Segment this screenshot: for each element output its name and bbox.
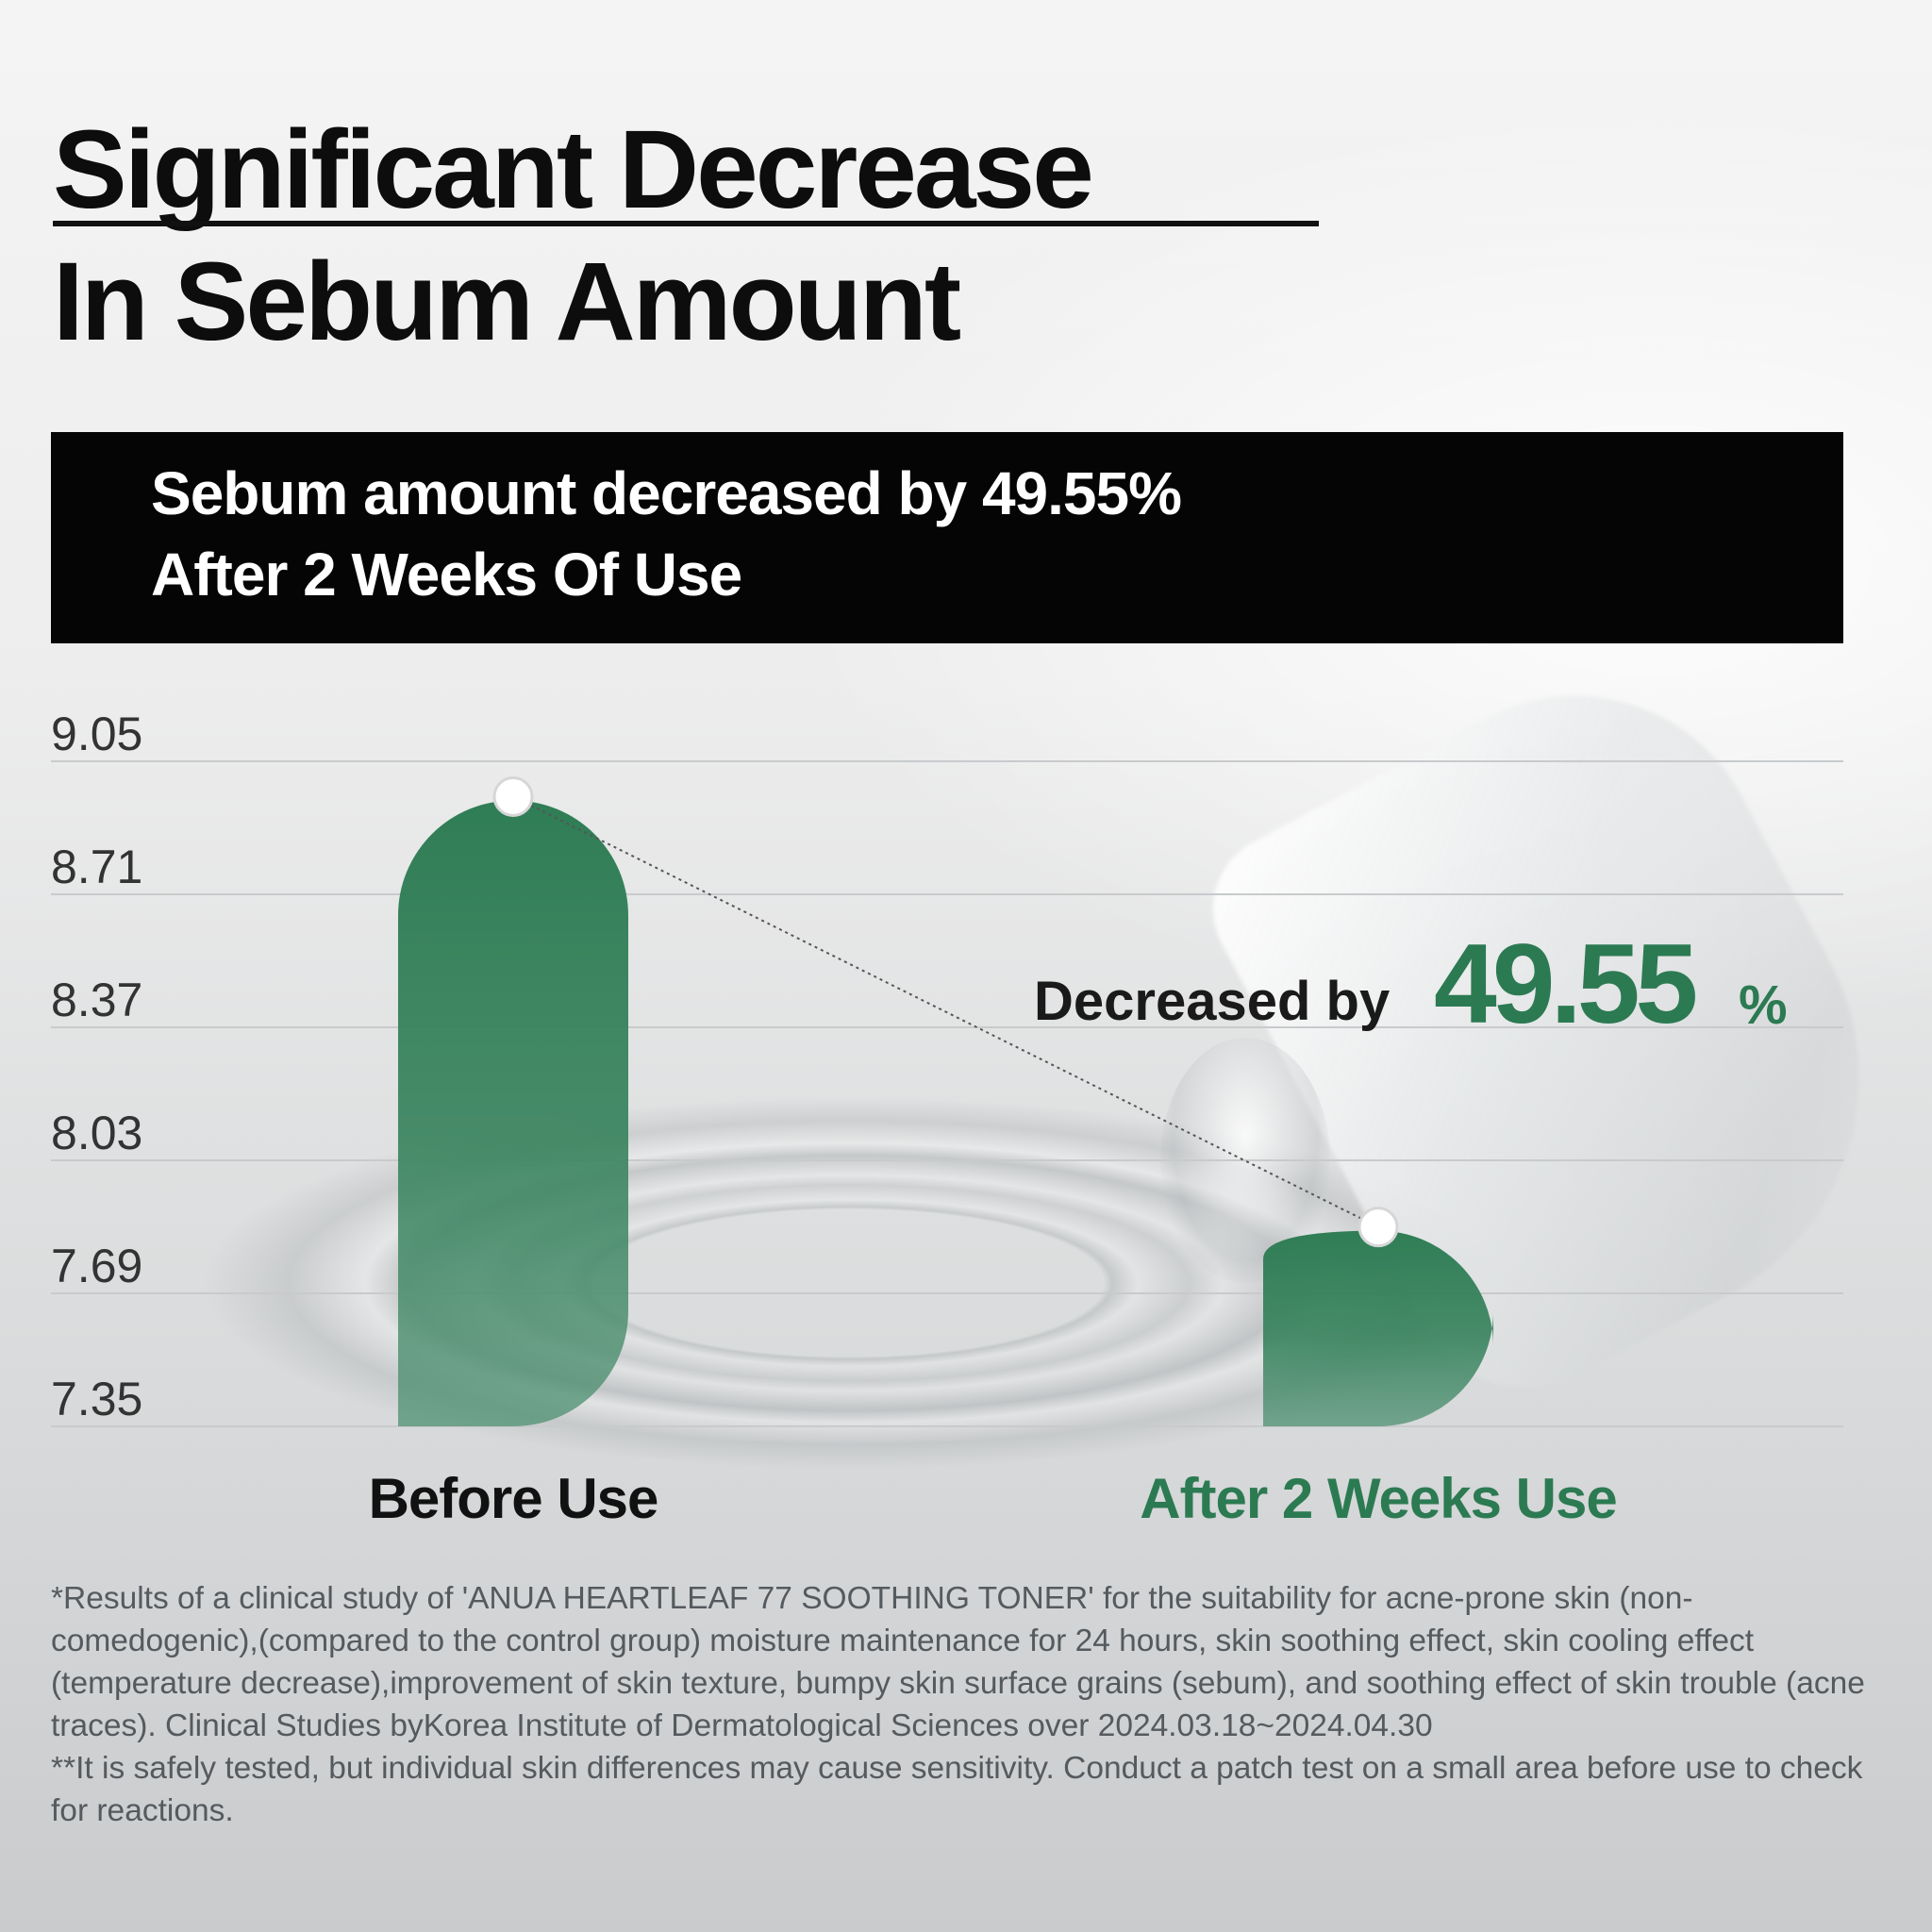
value-marker xyxy=(1357,1207,1399,1248)
y-tick-label: 8.71 xyxy=(51,841,142,893)
y-tick-label: 8.37 xyxy=(51,974,142,1026)
callout-prefix: Decreased by xyxy=(1034,971,1390,1032)
value-marker xyxy=(492,775,534,817)
callout-unit: % xyxy=(1739,974,1788,1036)
footnote-2: **It is safely tested, but individual sk… xyxy=(51,1751,1863,1828)
y-tick-label: 9.05 xyxy=(51,708,142,760)
callout-value: 49.55 xyxy=(1434,921,1696,1047)
y-tick-label: 7.69 xyxy=(51,1240,142,1292)
bar-before-use xyxy=(398,800,628,1426)
title-line-1: Significant Decrease xyxy=(53,108,1094,232)
x-category-label: After 2 Weeks Use xyxy=(1140,1467,1616,1530)
footnote: *Results of a clinical study of 'ANUA HE… xyxy=(51,1577,1881,1832)
y-tick-label: 7.35 xyxy=(51,1373,142,1425)
grid-lines xyxy=(51,760,1843,1427)
y-tick-label: 8.03 xyxy=(51,1107,142,1159)
title-line-2: In Sebum Amount xyxy=(53,240,961,364)
decrease-callout: Decreased by 49.55 % xyxy=(1034,921,1788,1047)
page-title: Significant Decrease In Sebum Amount xyxy=(53,104,1094,368)
x-category-label: Before Use xyxy=(369,1467,658,1530)
title-underline xyxy=(53,221,1319,226)
bars xyxy=(398,800,1493,1426)
banner-line-2: After 2 Weeks Of Use xyxy=(151,541,742,608)
bar-after-2-weeks xyxy=(1263,1230,1493,1426)
trend-connector xyxy=(512,795,1379,1228)
footnote-1: *Results of a clinical study of 'ANUA HE… xyxy=(51,1581,1865,1743)
category-labels: Before Use After 2 Weeks Use xyxy=(369,1467,1618,1530)
summary-banner: Sebum amount decreased by 49.55% After 2… xyxy=(51,432,1843,643)
markers xyxy=(492,775,1399,1248)
y-axis-ticks: 9.05 8.71 8.37 8.03 7.69 7.35 xyxy=(51,708,142,1425)
banner-line-1: Sebum amount decreased by 49.55% xyxy=(151,459,1182,527)
